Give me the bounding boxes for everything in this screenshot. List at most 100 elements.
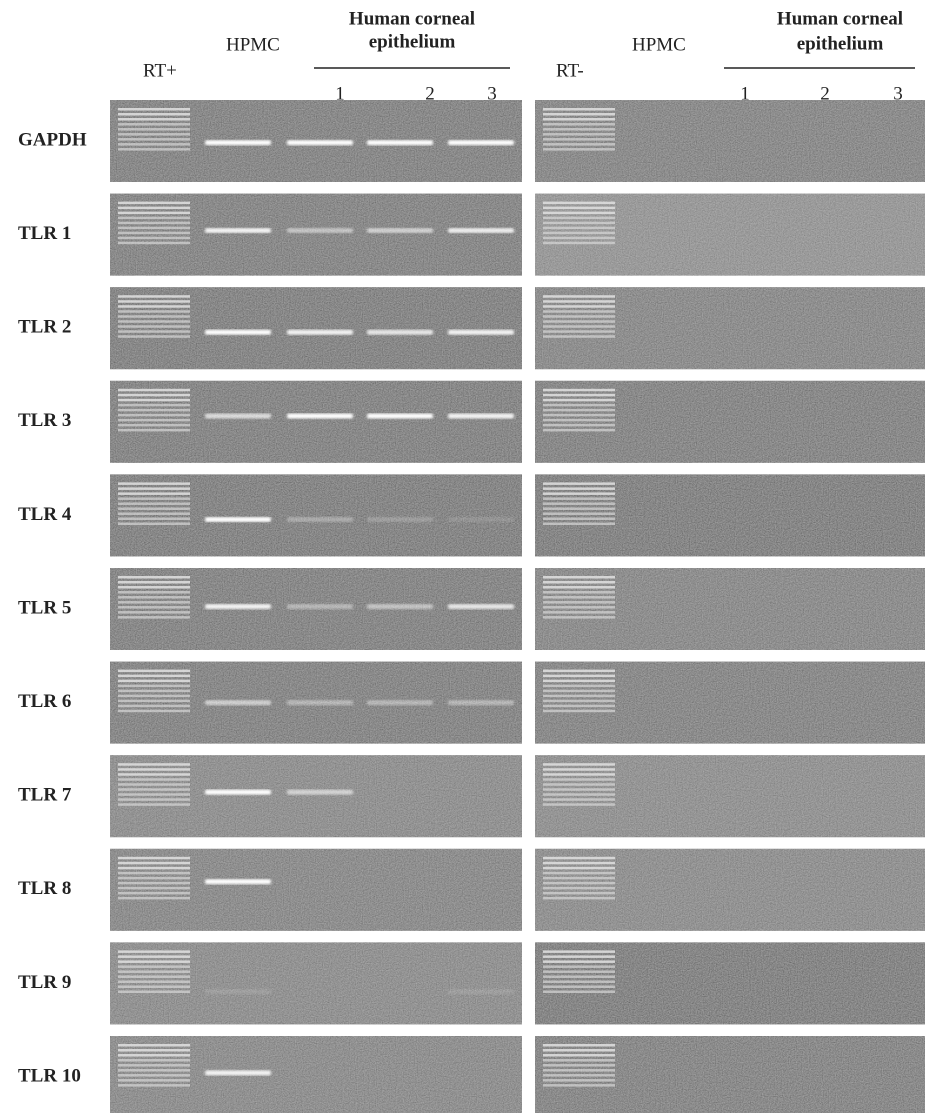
figure: RT+ HPMC Human corneal epithelium 1 2 3 … [0,0,930,1113]
ladder-band [118,985,190,988]
ladder-band [118,1059,190,1062]
ladder-band [118,507,190,510]
ladder-band [118,424,190,427]
ladder-band [118,700,190,703]
ladder-band [543,123,615,126]
ladder-band [118,955,190,958]
gel-panel [535,849,925,931]
ladder-band [118,310,190,313]
ladder-band [543,522,615,525]
band [448,989,514,994]
ladder-band [118,965,190,968]
ladder-band [543,207,615,210]
ladder-band [543,315,615,318]
ladder-band [543,778,615,781]
band [287,140,353,145]
ladder-band [118,217,190,220]
ladder-band [543,128,615,131]
gel-panel [535,942,925,1024]
ladder-band [118,227,190,230]
ladder-band [118,586,190,589]
ladder-band [543,862,615,865]
gel-panel [535,755,925,837]
ladder-band [543,300,615,303]
gel-panel [110,381,522,463]
ladder-band [543,857,615,860]
ladder-band [543,680,615,683]
ladder-band [118,1079,190,1082]
ladder-band [118,773,190,776]
ladder-band [118,138,190,141]
ladder-band [118,685,190,688]
ladder-band [118,113,190,116]
band [367,517,433,522]
row-label: TLR 3 [18,410,71,431]
band [287,330,353,335]
ladder-band [118,502,190,505]
ladder-band [543,591,615,594]
ladder-band [118,611,190,614]
band [205,604,271,609]
ladder-band [118,295,190,298]
ladder-band [543,892,615,895]
ladder-band [118,980,190,983]
ladder-band [543,325,615,328]
ladder-band [543,606,615,609]
ladder-band [118,315,190,318]
ladder-band [118,419,190,422]
ladder-band [118,207,190,210]
ladder-band [543,980,615,983]
gel-panel [110,755,522,837]
ladder-band [118,237,190,240]
ladder-band [543,113,615,116]
ladder-band [543,502,615,505]
ladder-band [118,394,190,397]
ladder-band [543,108,615,111]
ladder-band [118,305,190,308]
ladder-band [543,487,615,490]
ladder-band [543,601,615,604]
ladder-band [118,960,190,963]
band [367,700,433,705]
ladder-band [543,788,615,791]
ladder-band [118,872,190,875]
ladder-band [543,310,615,313]
ladder-band [543,242,615,245]
ladder-band [543,877,615,880]
ladder-band [543,887,615,890]
ladder-band [543,965,615,968]
gel-panel [110,194,522,276]
band [448,140,514,145]
row-label: TLR 10 [18,1065,81,1086]
ladder-band [543,335,615,338]
ladder-band [118,793,190,796]
ladder-band [118,670,190,673]
ladder-band [118,763,190,766]
ladder-band [118,330,190,333]
ladder-band [118,487,190,490]
ladder-band [543,705,615,708]
ladder-band [118,867,190,870]
ladder-band [118,788,190,791]
ladder-band [543,793,615,796]
band [287,517,353,522]
ladder-band [543,330,615,333]
ladder-band [118,123,190,126]
ladder-band [543,897,615,900]
gel-panel [535,474,925,556]
band [205,700,271,705]
row-label: TLR 5 [18,597,71,618]
band [205,1070,271,1075]
ladder-band [118,990,190,993]
ladder-band [118,705,190,708]
band [367,228,433,233]
group-label: epithelium [369,31,456,52]
ladder-band [118,133,190,136]
ladder-band [118,399,190,402]
ladder-band [118,1069,190,1072]
ladder-band [543,389,615,392]
gel-panel [535,287,925,369]
row-label: TLR 1 [18,223,71,244]
ladder-band [543,1054,615,1057]
ladder-band [118,108,190,111]
